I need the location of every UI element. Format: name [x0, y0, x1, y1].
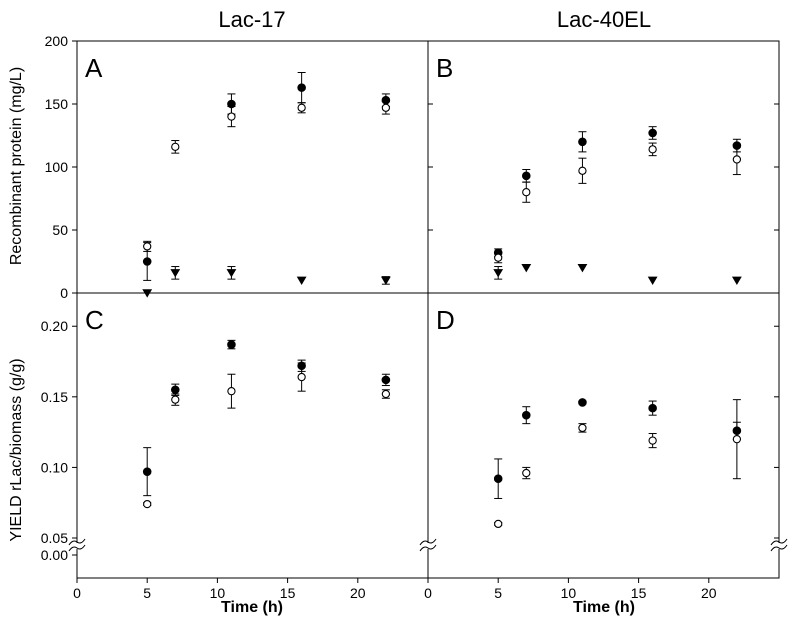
- y-tick-label: 200: [45, 33, 69, 49]
- data-point-filled-circle: [521, 410, 531, 420]
- data-point-filled-circle: [648, 128, 657, 138]
- panel-letter: A: [85, 53, 103, 83]
- axis-break-mark: [68, 544, 86, 552]
- data-point-open-circle: [297, 103, 306, 112]
- data-point-filled-circle: [170, 385, 180, 395]
- y-tick-label: 0.05: [41, 530, 68, 546]
- y-tick-label: 50: [52, 222, 68, 238]
- y-tick-label: 0.15: [41, 389, 68, 405]
- data-point-open-circle: [227, 112, 236, 121]
- data-point-open-circle: [494, 519, 503, 529]
- data-point-open-circle: [648, 436, 657, 445]
- data-point-open-circle: [381, 103, 391, 112]
- panel-letter: B: [436, 53, 453, 83]
- data-point-open-circle: [297, 372, 306, 382]
- data-point-filled-circle: [142, 257, 152, 266]
- data-point-open-circle: [522, 188, 531, 197]
- x-tick-label: 15: [631, 585, 647, 601]
- column-title-lac17: Lac-17: [218, 7, 285, 32]
- data-point-open-circle: [732, 155, 742, 164]
- x-tick-label: 5: [494, 585, 502, 601]
- data-point-triangle: [226, 269, 237, 278]
- data-point-open-circle: [732, 435, 742, 444]
- data-point-open-circle: [143, 499, 152, 509]
- panel-frame: [427, 292, 780, 579]
- data-point-open-circle: [227, 387, 236, 396]
- axis-break-gap: [420, 543, 436, 549]
- data-point-open-circle: [578, 166, 587, 175]
- x-tick-label: 20: [701, 585, 717, 601]
- data-point-filled-circle: [648, 403, 657, 413]
- axis-break-mark: [419, 538, 437, 546]
- y-tick-label: 0.00: [41, 547, 68, 563]
- x-axis-title-left: Time (h): [221, 599, 283, 616]
- y-axis-title-protein: Recombinant protein (mg/L): [8, 67, 25, 265]
- data-point-triangle: [647, 276, 658, 285]
- y-tick-label: 0.10: [41, 459, 68, 475]
- data-point-open-circle: [494, 253, 503, 262]
- x-tick-label: 10: [561, 585, 577, 601]
- y-tick-label: 0: [60, 285, 68, 301]
- data-point-open-circle: [578, 423, 587, 433]
- data-point-open-circle: [171, 142, 180, 151]
- data-point-filled-circle: [578, 137, 587, 147]
- data-point-open-circle: [143, 242, 152, 251]
- data-point-triangle: [380, 276, 391, 285]
- data-point-filled-circle: [578, 398, 587, 407]
- data-point-filled-circle: [381, 375, 391, 385]
- axis-break-gap: [771, 543, 787, 549]
- data-point-triangle: [142, 289, 153, 298]
- data-point-triangle: [493, 269, 504, 278]
- x-tick-label: 0: [424, 585, 432, 601]
- data-point-triangle: [170, 269, 181, 278]
- axis-break-mark: [68, 538, 86, 546]
- panel-frame: [427, 40, 780, 294]
- x-tick-label: 10: [210, 585, 226, 601]
- panel-frame: [76, 292, 429, 579]
- x-axis-title-right: Time (h): [573, 599, 635, 616]
- panel-letter: D: [436, 305, 455, 335]
- axis-break-mark: [770, 544, 788, 552]
- x-tick-label: 15: [280, 585, 296, 601]
- data-point-filled-circle: [297, 83, 306, 92]
- data-point-filled-circle: [227, 340, 236, 349]
- data-point-open-circle: [381, 389, 391, 399]
- data-point-open-circle: [171, 395, 180, 404]
- y-tick-label: 100: [45, 159, 69, 175]
- x-tick-label: 0: [73, 585, 81, 601]
- data-point-triangle: [296, 276, 307, 285]
- y-axis-title-yield: YIELD rLac/biomass (g/g): [8, 358, 25, 541]
- data-point-filled-circle: [142, 467, 152, 476]
- data-point-open-circle: [522, 468, 531, 478]
- data-point-filled-circle: [521, 171, 531, 181]
- y-tick-label: 0.20: [41, 318, 68, 334]
- x-tick-label: 20: [350, 585, 366, 601]
- axis-break-mark: [419, 544, 437, 552]
- data-point-triangle: [521, 264, 532, 273]
- panel-letter: C: [85, 305, 104, 335]
- data-point-triangle: [577, 264, 588, 273]
- y-tick-label: 150: [45, 96, 69, 112]
- panel-frame: [76, 40, 429, 294]
- column-title-lac40el: Lac-40EL: [557, 7, 651, 32]
- data-point-open-circle: [648, 145, 657, 154]
- data-point-triangle: [731, 276, 742, 285]
- axis-break-gap: [69, 543, 85, 549]
- data-point-filled-circle: [493, 474, 503, 484]
- axis-break-mark: [770, 538, 788, 546]
- x-tick-label: 5: [143, 585, 151, 601]
